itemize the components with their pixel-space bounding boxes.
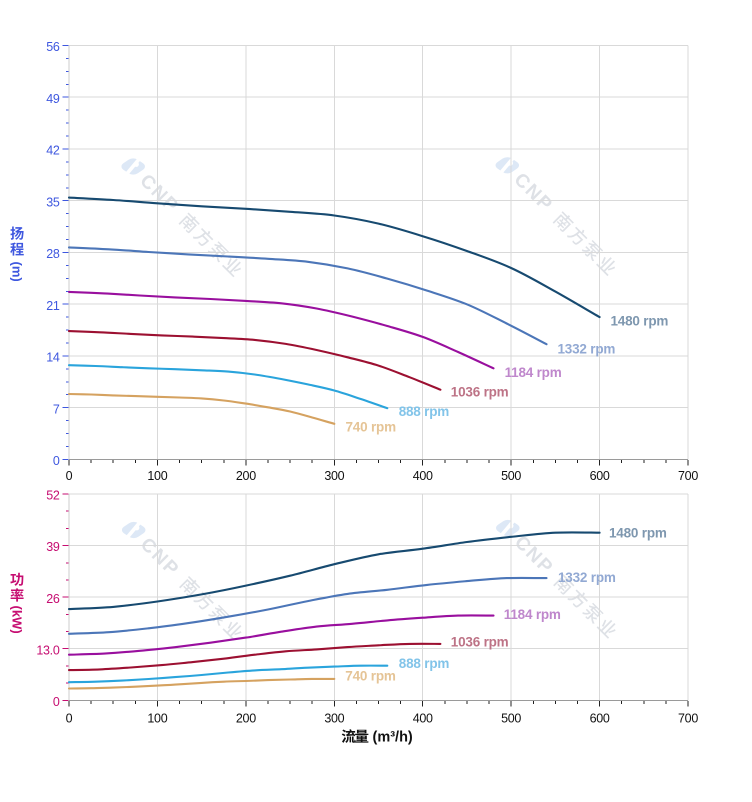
svg-text:1332 rpm: 1332 rpm [558, 570, 616, 585]
svg-text:CNP: CNP [510, 532, 557, 579]
svg-text:1480 rpm: 1480 rpm [609, 525, 667, 540]
svg-text:CNP: CNP [136, 170, 183, 217]
svg-text:35: 35 [46, 195, 60, 209]
svg-text:100: 100 [147, 469, 167, 483]
svg-text:7: 7 [53, 402, 60, 416]
svg-text:500: 500 [501, 712, 521, 726]
svg-text:400: 400 [413, 712, 433, 726]
svg-text:100: 100 [147, 712, 167, 726]
svg-text:28: 28 [46, 247, 60, 261]
svg-text:26: 26 [46, 592, 60, 606]
svg-text:740 rpm: 740 rpm [345, 669, 396, 684]
svg-text:13.0: 13.0 [36, 643, 59, 657]
svg-text:21: 21 [46, 299, 60, 313]
svg-text:39: 39 [46, 540, 60, 554]
svg-text:700: 700 [678, 469, 698, 483]
svg-text:CNP: CNP [136, 534, 183, 581]
svg-text:0: 0 [66, 469, 73, 483]
svg-text:56: 56 [46, 40, 60, 54]
svg-text:1184 rpm: 1184 rpm [504, 607, 561, 622]
svg-text:1332 rpm: 1332 rpm [558, 341, 616, 356]
svg-text:0: 0 [53, 695, 60, 709]
svg-text:740 rpm: 740 rpm [346, 419, 397, 434]
svg-text:600: 600 [590, 469, 610, 483]
svg-text:888 rpm: 888 rpm [399, 404, 450, 419]
svg-text:1184 rpm: 1184 rpm [505, 365, 562, 380]
svg-text:300: 300 [324, 469, 344, 483]
svg-text:0: 0 [66, 712, 73, 726]
svg-text:42: 42 [46, 144, 60, 158]
svg-text:300: 300 [324, 712, 344, 726]
svg-text:CNP: CNP [510, 169, 557, 216]
svg-text:500: 500 [501, 469, 521, 483]
svg-text:1036 rpm: 1036 rpm [451, 385, 509, 400]
svg-text:(kW): (kW) [10, 606, 25, 634]
svg-text:1036 rpm: 1036 rpm [451, 634, 509, 649]
svg-text:888 rpm: 888 rpm [399, 656, 450, 671]
svg-text:200: 200 [236, 712, 256, 726]
svg-text:49: 49 [46, 92, 60, 106]
svg-text:14: 14 [46, 351, 60, 365]
svg-text:600: 600 [590, 712, 610, 726]
svg-text:200: 200 [236, 469, 256, 483]
svg-text:(m): (m) [10, 262, 25, 282]
svg-text:400: 400 [413, 469, 433, 483]
svg-text:0: 0 [53, 454, 60, 468]
svg-text:1480 rpm: 1480 rpm [611, 314, 669, 329]
svg-text:700: 700 [678, 712, 698, 726]
svg-text:52: 52 [46, 489, 60, 503]
svg-text:(m³/h): (m³/h) [373, 730, 413, 746]
